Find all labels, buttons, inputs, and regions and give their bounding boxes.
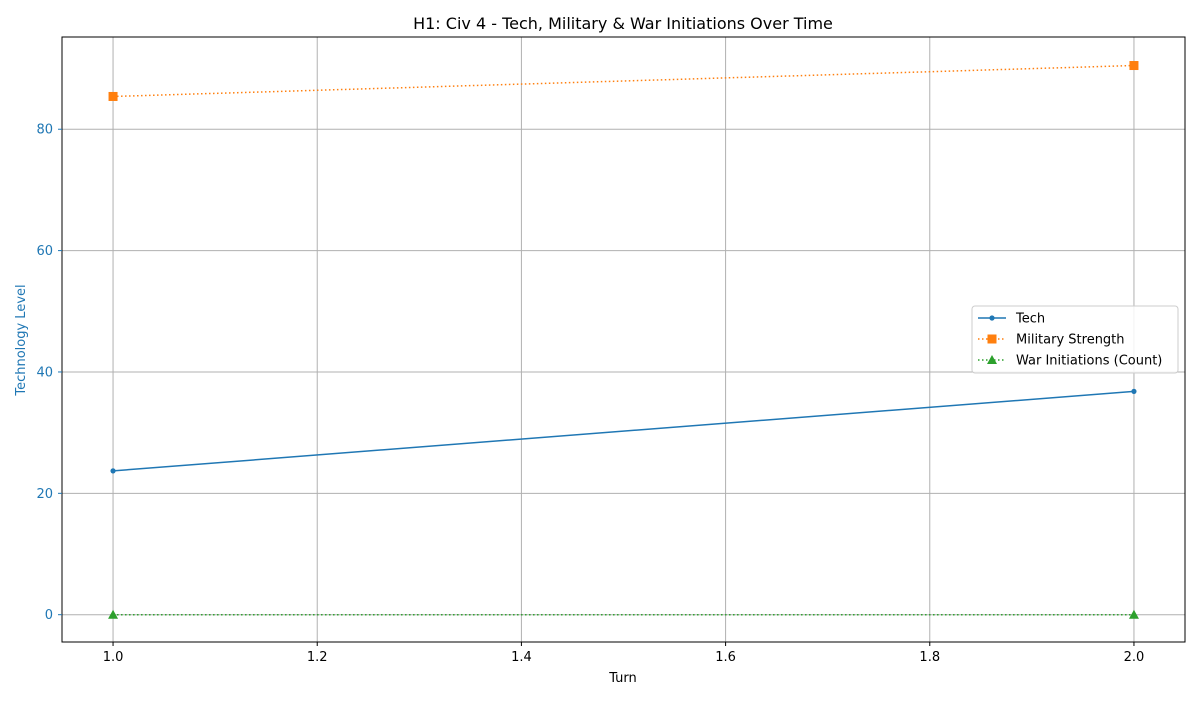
- x-tick-label: 1.2: [307, 650, 328, 665]
- legend-label: Military Strength: [1016, 333, 1125, 348]
- x-axis-title: Turn: [608, 671, 637, 686]
- y-tick-label: 20: [36, 487, 53, 502]
- legend-label: War Initiations (Count): [1016, 354, 1162, 369]
- x-tick-label: 1.8: [919, 650, 940, 665]
- legend-swatch-marker: [987, 334, 997, 344]
- x-tick-label: 1.6: [715, 650, 736, 665]
- legend: Tech Military Strength War Initiations (Co…: [971, 305, 1179, 374]
- series-2: [108, 609, 1139, 619]
- plot-frame: [61, 36, 1186, 643]
- series-line: [112, 390, 1135, 472]
- data-point: [108, 609, 119, 619]
- data-point: [108, 91, 118, 101]
- data-point: [1129, 61, 1139, 71]
- legend-item: Tech: [978, 312, 1045, 327]
- legend-box: [971, 305, 1179, 374]
- series-1: [108, 61, 1139, 101]
- chart-title: H1: Civ 4 - Tech, Military & War Initiat…: [413, 14, 833, 33]
- y-axis-title: Technology Level: [14, 284, 29, 396]
- ticks: 1.0 1.2 1.4 1.6 1.8 2.0 0 20 40 60 80: [36, 123, 1144, 665]
- legend-swatch-marker: [989, 315, 995, 321]
- series-layer: [108, 61, 1139, 619]
- y-tick-label: 60: [36, 244, 53, 259]
- x-tick-label: 1.4: [511, 650, 532, 665]
- x-tick-label: 1.0: [103, 650, 124, 665]
- y-tick-label: 80: [36, 123, 53, 138]
- legend-item: Military Strength: [978, 333, 1125, 348]
- legend-swatch-marker: [987, 355, 997, 364]
- data-point: [1131, 388, 1137, 394]
- y-tick-label: 40: [36, 365, 53, 380]
- legend-label: Tech: [1015, 312, 1045, 327]
- series-0: [110, 388, 1137, 474]
- data-point: [1128, 609, 1139, 619]
- legend-item: War Initiations (Count): [978, 354, 1162, 369]
- y-tick-label: 0: [45, 608, 53, 623]
- data-point: [110, 468, 116, 474]
- x-tick-label: 2.0: [1124, 650, 1145, 665]
